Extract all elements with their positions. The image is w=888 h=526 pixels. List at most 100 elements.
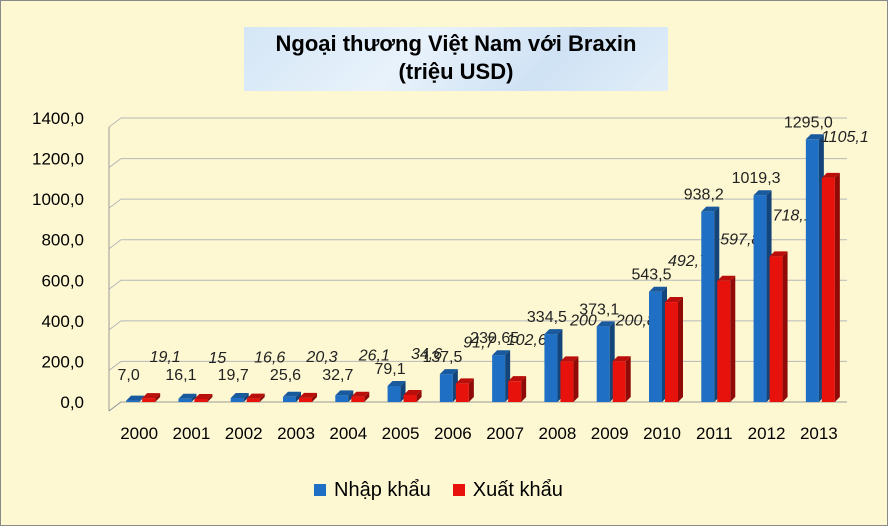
data-label-export: 718,1	[773, 207, 813, 224]
bar-import	[544, 334, 558, 402]
x-tick-label: 2010	[643, 424, 681, 443]
bar-export	[717, 280, 731, 402]
bar-export-side	[521, 376, 527, 402]
y-tick-label: 1400,0	[32, 109, 84, 128]
bar-export	[455, 383, 469, 402]
bar-import	[596, 326, 610, 402]
chart-title: Ngoại thương Việt Nam với Braxin	[275, 31, 637, 56]
x-tick-label: 2002	[225, 424, 263, 443]
bar-import-top	[701, 206, 720, 212]
gridline	[108, 158, 847, 168]
x-tick-label: 2000	[120, 424, 158, 443]
data-label-import: 16,1	[165, 367, 196, 384]
y-tick-label: 600,0	[41, 271, 84, 290]
y-tick-label: 0,0	[60, 393, 84, 412]
chart-subtitle: (triệu USD)	[398, 59, 514, 84]
bar-export-top	[246, 393, 265, 399]
bar-export-top	[351, 391, 370, 397]
bar-export-side	[834, 172, 840, 402]
x-tick-label: 2003	[277, 424, 315, 443]
x-tick-label: 2005	[382, 424, 420, 443]
data-label-export: 26,1	[358, 348, 390, 365]
x-tick-label: 2011	[696, 424, 733, 443]
x-tick-label: 2007	[486, 424, 524, 443]
data-label-export: 20,3	[305, 349, 337, 366]
bar-import-top	[178, 393, 197, 399]
bar-import	[492, 355, 506, 402]
bar-export-top	[142, 393, 161, 399]
x-tick-label: 2001	[173, 424, 211, 443]
gridline	[108, 320, 847, 331]
bar-import	[178, 398, 192, 402]
data-label-import: 230,65	[470, 330, 519, 347]
bar-export	[821, 177, 835, 402]
y-tick-label: 1000,0	[32, 190, 84, 209]
bar-import-top	[544, 329, 563, 335]
data-label-import: 373,1	[579, 301, 619, 318]
data-label-export: 597,8	[720, 232, 760, 249]
y-tick-label: 200,0	[41, 352, 84, 371]
bar-export-side	[782, 251, 788, 402]
bar-import-top	[230, 393, 249, 399]
y-tick-label: 400,0	[41, 312, 84, 331]
data-label-export: 492,7	[668, 253, 709, 270]
bar-export	[299, 397, 312, 402]
bar-export	[351, 396, 365, 402]
bar-import-top	[387, 380, 406, 386]
bar-import	[805, 139, 819, 403]
bar-export	[560, 361, 574, 402]
bar-export	[508, 381, 522, 402]
bar-export-side	[416, 389, 422, 402]
x-tick-label: 2004	[329, 424, 367, 443]
bar-export-side	[678, 297, 683, 402]
bar-import	[126, 400, 140, 402]
legend-item-import: Nhập khẩu	[314, 479, 431, 502]
bar-import	[701, 211, 715, 402]
bar-import	[335, 395, 349, 402]
bar-export-top	[403, 389, 422, 395]
chart-legend: Nhập khẩu Xuất khẩu	[314, 479, 585, 501]
data-label-import: 1295,0	[784, 114, 833, 131]
bar-import-top	[283, 391, 301, 397]
bar-export-side	[468, 378, 474, 402]
gridline	[108, 279, 847, 290]
bar-import	[387, 385, 401, 402]
bar-import-side	[191, 393, 197, 402]
bar-export-top	[717, 275, 736, 281]
data-label-import: 7,0	[118, 367, 140, 384]
bar-export	[612, 361, 626, 402]
bar-export	[665, 302, 678, 402]
bar-import-side	[296, 391, 301, 402]
data-label-export: 200	[569, 312, 597, 329]
bar-import-top	[805, 134, 824, 140]
bar-export-top	[194, 393, 213, 399]
data-label-import: 543,5	[631, 267, 671, 284]
bar-import-top	[753, 190, 772, 196]
bar-import-top	[335, 390, 354, 396]
bar-import-top	[596, 321, 615, 327]
legend-label-export: Xuất khẩu	[472, 478, 563, 501]
legend-swatch-import	[314, 484, 326, 496]
bar-export	[403, 394, 417, 402]
gridline	[108, 117, 847, 128]
data-label-export: 16,6	[254, 350, 285, 367]
x-tick-label: 2009	[591, 424, 629, 443]
bar-import	[230, 398, 244, 402]
bar-export-side	[259, 393, 265, 402]
x-tick-label: 2006	[434, 424, 472, 443]
bar-export-top	[821, 172, 840, 178]
bar-export-side	[155, 393, 161, 402]
legend-label-import: Nhập khẩu	[334, 478, 431, 501]
bar-import	[439, 374, 453, 402]
bar-import	[649, 291, 662, 402]
data-label-import: 79,1	[375, 361, 406, 378]
bar-export-side	[625, 356, 631, 402]
data-label-export: 19,1	[150, 349, 181, 366]
bar-export	[142, 398, 156, 402]
bar-export	[769, 256, 783, 402]
legend-item-export: Xuất khẩu	[452, 478, 563, 502]
x-tick-label: 2008	[539, 424, 577, 443]
bar-export-top	[455, 378, 474, 384]
data-label-import: 334,5	[527, 309, 567, 326]
